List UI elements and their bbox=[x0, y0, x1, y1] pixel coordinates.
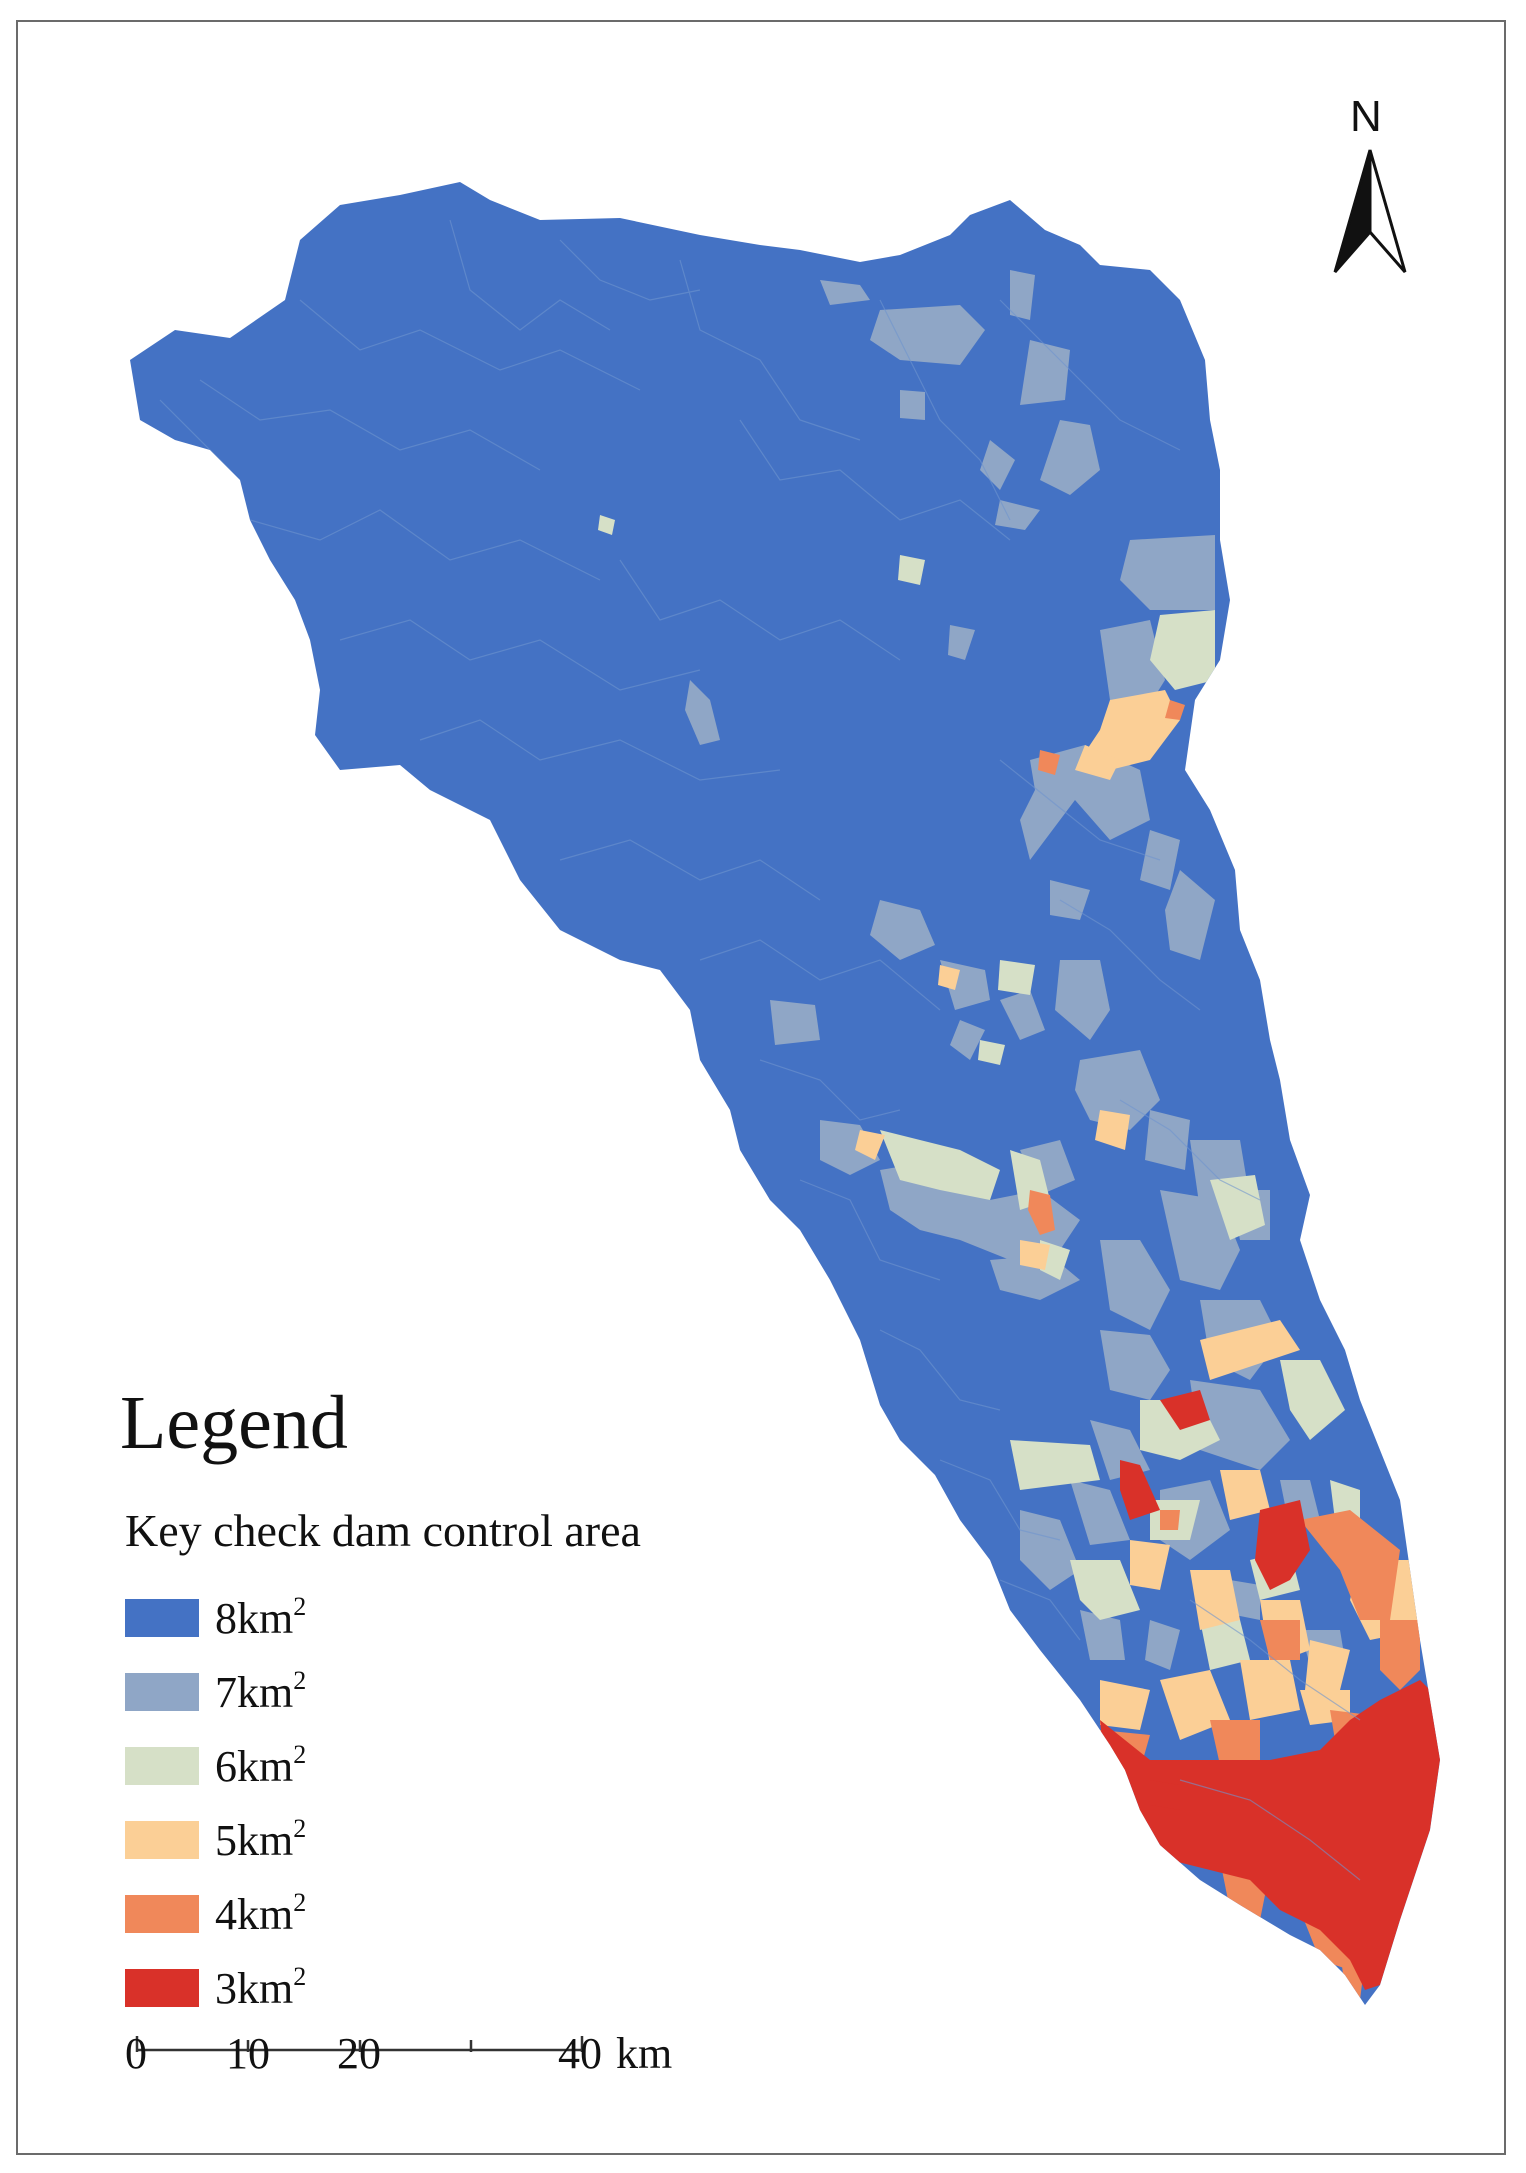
legend-item-5km2: 5km2 bbox=[125, 1814, 306, 1865]
legend-label: 8km2 bbox=[215, 1592, 307, 1643]
legend-swatch bbox=[125, 1895, 199, 1933]
legend-item-4km2: 4km2 bbox=[125, 1888, 306, 1939]
legend-swatch bbox=[125, 1969, 199, 2007]
legend-label: 6km2 bbox=[215, 1740, 307, 1791]
legend-label: 5km2 bbox=[215, 1814, 307, 1865]
legend-swatch bbox=[125, 1821, 199, 1859]
subbasin-patches bbox=[159, 219, 1440, 2000]
scale-label-40: 40 bbox=[558, 2029, 602, 2078]
scale-label-10: 10 bbox=[226, 2029, 270, 2078]
scale-label-20: 20 bbox=[337, 2029, 381, 2078]
legend-item-6km2: 6km2 bbox=[125, 1740, 306, 1791]
subbasin-boundaries bbox=[159, 219, 1361, 1881]
scale-unit: km bbox=[616, 2029, 673, 2078]
legend-subtitle: Key check dam control area bbox=[125, 1505, 641, 1556]
legend-label: 7km2 bbox=[215, 1666, 307, 1717]
scale-bar bbox=[135, 2036, 584, 2052]
legend-swatch bbox=[125, 1747, 199, 1785]
legend-label: 3km2 bbox=[215, 1962, 307, 2013]
legend-label: 4km2 bbox=[215, 1888, 307, 1939]
legend-item-7km2: 7km2 bbox=[125, 1666, 306, 1717]
legend-item-3km2: 3km2 bbox=[125, 1962, 306, 2013]
legend-swatch bbox=[125, 1599, 199, 1637]
north-arrow-icon bbox=[1333, 149, 1407, 273]
class-7km2-patches bbox=[685, 270, 1345, 1670]
scale-label-0: 0 bbox=[125, 2029, 147, 2078]
legend-swatch bbox=[125, 1673, 199, 1711]
class-3km2-patches bbox=[1100, 1390, 1440, 1990]
class-6km2-patches bbox=[598, 515, 1360, 1670]
north-label: N bbox=[1350, 92, 1382, 141]
legend-title: Legend bbox=[120, 1381, 348, 1465]
legend-item-8km2: 8km2 bbox=[125, 1592, 306, 1643]
